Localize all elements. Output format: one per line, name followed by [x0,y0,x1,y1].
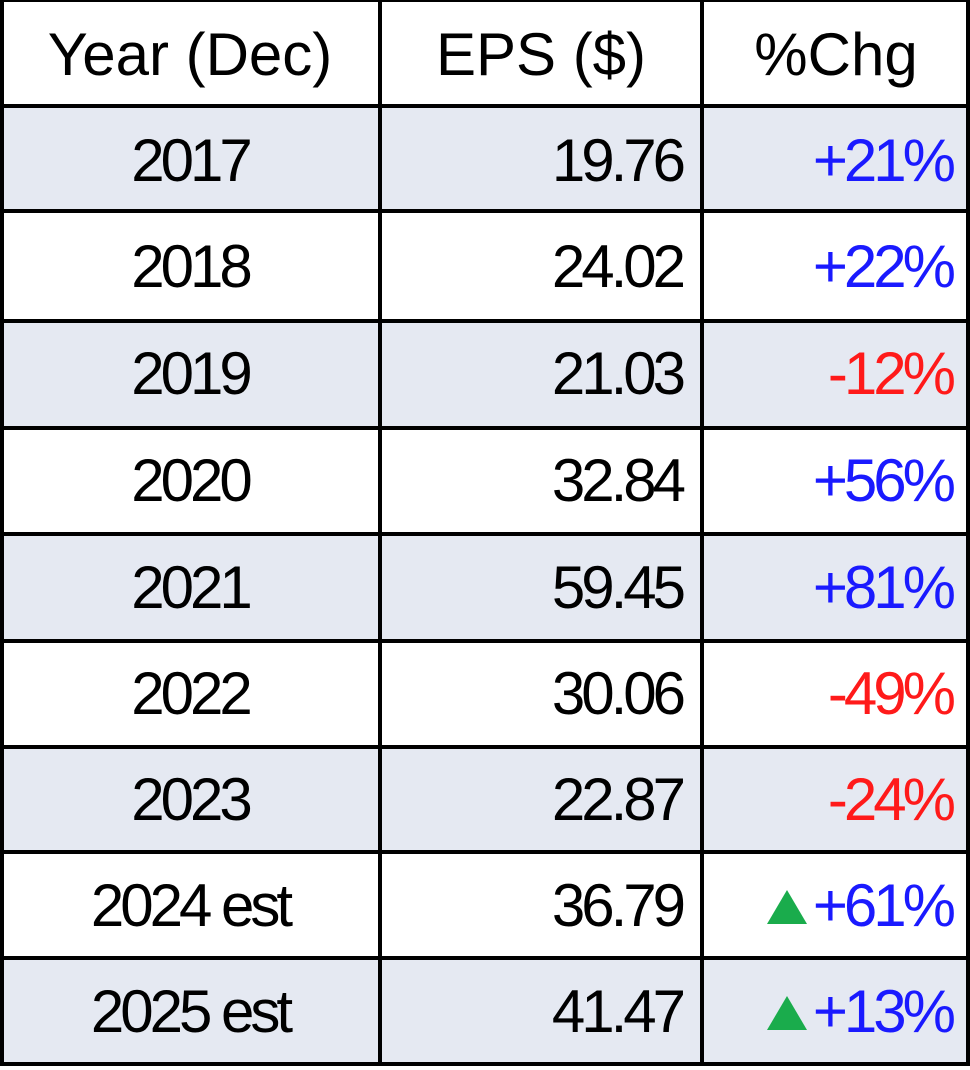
year-cell: 2023 [131,765,252,833]
table-row: 2025 est 41.47 +13% [0,958,970,1064]
grid-hline [0,1062,970,1066]
chg-cell: +21% [702,108,970,213]
up-triangle-icon [766,996,807,1030]
eps-cell: 59.45 [551,553,686,621]
table-row: 2018 24.02 +22% [0,213,970,320]
chg-cell: +81% [702,534,970,640]
chg-value: +61% [812,871,956,939]
year-cell: 2020 [131,447,252,514]
eps-cell: 36.79 [551,871,686,939]
eps-cell: 22.87 [551,765,686,833]
chg-value: +56% [812,447,956,514]
grid-hline [0,426,970,430]
eps-cell: 21.03 [551,340,686,407]
year-cell: 2021 [131,553,252,621]
chg-cell: +22% [702,213,970,320]
grid-hline [0,104,970,108]
chg-value: -24% [827,765,956,833]
chg-value: +21% [812,127,956,194]
chg-value: +22% [812,233,956,300]
header-eps: EPS ($) [435,20,647,88]
grid-hline [0,319,970,323]
grid-vline [966,0,970,1064]
grid-hline [0,850,970,854]
grid-hline [0,532,970,536]
eps-cell: 24.02 [551,233,686,300]
eps-cell: 41.47 [551,977,686,1045]
chg-cell: +61% [702,852,970,958]
chg-value: -12% [827,340,956,407]
year-cell: 2019 [131,340,252,407]
table-row: 2019 21.03 -12% [0,320,970,427]
up-triangle-icon [766,890,807,924]
chg-value: +13% [812,977,956,1045]
chg-cell: -24% [702,746,970,852]
chg-cell: -49% [702,640,970,746]
header-chg: %Chg [754,20,918,88]
eps-cell: 30.06 [551,659,686,727]
grid-vline [0,0,4,1064]
chg-value: +81% [812,553,956,621]
table-row: 2017 19.76 +21% [0,108,970,213]
chg-value: -49% [827,659,956,727]
grid-vline [378,0,382,1064]
table-row: 2023 22.87 -24% [0,746,970,852]
grid-vline [700,0,704,1064]
year-cell: 2024 est [90,871,293,939]
header-year: Year (Dec) [47,20,333,88]
chg-cell: -12% [702,320,970,427]
header-row: Year (Dec) EPS ($) %Chg [0,0,970,108]
chg-cell: +13% [702,958,970,1064]
table-row: 2020 32.84 +56% [0,427,970,534]
table-row: 2024 est 36.79 +61% [0,852,970,958]
grid-hline [0,956,970,960]
year-cell: 2017 [131,127,252,194]
table-row: 2021 59.45 +81% [0,534,970,640]
year-cell: 2018 [131,233,252,300]
grid-hline [0,639,970,643]
year-cell: 2025 est [90,977,293,1045]
eps-cell: 32.84 [551,447,686,514]
grid-hline [0,209,970,213]
grid-hline [0,0,970,2]
grid-hline [0,745,970,749]
year-cell: 2022 [131,659,252,727]
table-row: 2022 30.06 -49% [0,640,970,746]
eps-cell: 19.76 [551,127,686,194]
chg-cell: +56% [702,427,970,534]
